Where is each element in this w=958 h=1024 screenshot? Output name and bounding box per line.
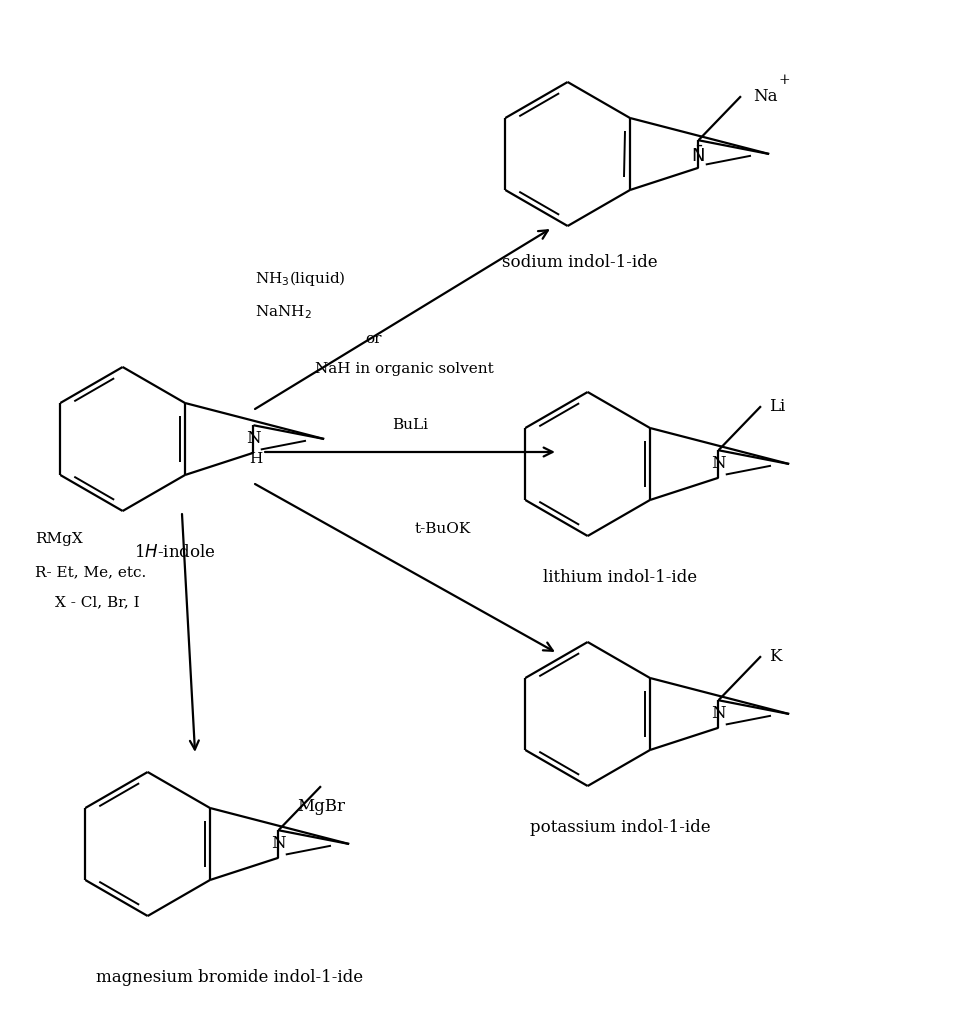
Text: MgBr: MgBr — [297, 798, 345, 815]
Text: potassium indol-1-ide: potassium indol-1-ide — [530, 819, 710, 836]
Text: Na: Na — [753, 88, 778, 104]
Text: NH$_3$(liquid): NH$_3$(liquid) — [255, 269, 346, 289]
Text: +: + — [779, 73, 790, 87]
Text: t-BuOK: t-BuOK — [415, 522, 471, 536]
Text: N: N — [246, 430, 261, 447]
Text: NaNH$_2$: NaNH$_2$ — [255, 303, 312, 321]
Text: N: N — [711, 706, 726, 722]
Text: R- Et, Me, etc.: R- Et, Me, etc. — [35, 565, 147, 579]
Text: RMgX: RMgX — [35, 532, 82, 546]
Text: lithium indol-1-ide: lithium indol-1-ide — [543, 569, 697, 586]
Text: H: H — [249, 453, 262, 466]
Text: or: or — [365, 332, 381, 346]
Text: magnesium bromide indol-1-ide: magnesium bromide indol-1-ide — [97, 969, 364, 986]
Text: 1$\it{H}$-indole: 1$\it{H}$-indole — [134, 544, 216, 561]
Text: X - Cl, Br, I: X - Cl, Br, I — [55, 595, 140, 609]
Text: $\mathsf{\bar{N}}$: $\mathsf{\bar{N}}$ — [691, 145, 704, 166]
Text: N: N — [711, 456, 726, 472]
Text: N: N — [271, 836, 285, 852]
Text: BuLi: BuLi — [392, 418, 428, 432]
Text: K: K — [769, 648, 782, 665]
Text: NaH in organic solvent: NaH in organic solvent — [315, 362, 493, 376]
Text: Li: Li — [769, 397, 786, 415]
Text: sodium indol-1-ide: sodium indol-1-ide — [502, 254, 658, 271]
